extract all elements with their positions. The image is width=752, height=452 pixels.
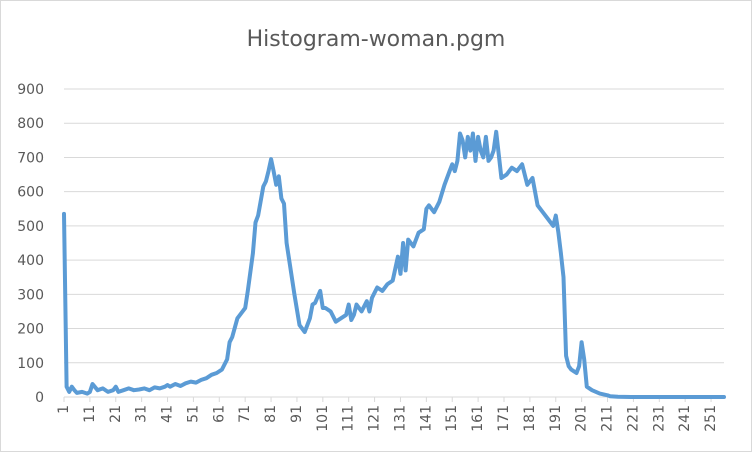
x-tick-label-1: 1 [56,405,72,414]
x-tick-label-31: 31 [134,405,150,423]
x-tick-label-241: 241 [677,405,693,432]
x-tick-label-211: 211 [600,405,616,432]
x-tick-label-181: 181 [522,405,538,432]
x-tick-label-11: 11 [82,405,98,423]
x-tick-label-141: 141 [418,405,434,432]
x-tick-label-121: 121 [367,405,383,432]
y-tick-label-400: 400 [17,253,44,269]
x-tick-label-111: 111 [341,405,357,432]
series-line [62,129,726,399]
y-tick-label-200: 200 [17,322,44,338]
y-tick-label-900: 900 [17,82,44,98]
x-tick-label-161: 161 [470,405,486,432]
x-tick-label-51: 51 [185,405,201,423]
y-tick-label-800: 800 [17,116,44,132]
y-tick-label-700: 700 [17,150,44,166]
x-tick-label-201: 201 [574,405,590,432]
x-tick-label-191: 191 [548,405,564,432]
y-tick-label-300: 300 [17,287,44,303]
x-tick-label-221: 221 [625,405,641,432]
x-tick-label-61: 61 [211,405,227,423]
x-tick-label-101: 101 [315,405,331,432]
x-tick-label-91: 91 [289,405,305,423]
x-tick-label-71: 71 [237,405,253,423]
x-tick-label-21: 21 [108,405,124,423]
x-tick-label-251: 251 [703,405,719,432]
x-tick-label-131: 131 [392,405,408,432]
x-tick-label-151: 151 [444,405,460,432]
y-tick-label-500: 500 [17,219,44,235]
y-tick-label-600: 600 [17,185,44,201]
x-tick-label-41: 41 [160,405,176,423]
y-tick-label-0: 0 [35,390,44,406]
x-tick-label-231: 231 [651,405,667,432]
chart-title: Histogram-woman.pgm [246,27,506,52]
x-tick-label-171: 171 [496,405,512,432]
x-tick-label-81: 81 [263,405,279,423]
y-tick-label-100: 100 [17,356,44,372]
